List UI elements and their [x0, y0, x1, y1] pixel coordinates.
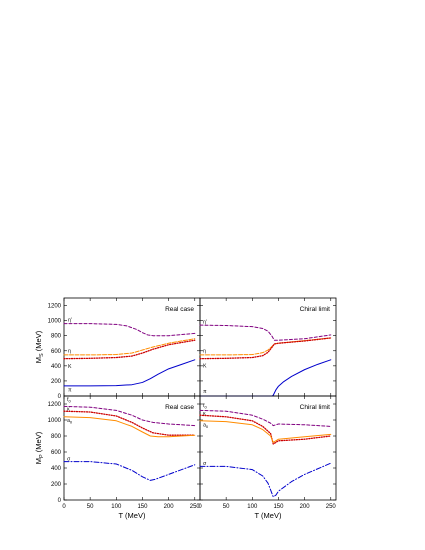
series-line-η′	[199, 324, 332, 341]
panel-annotation: Real case	[165, 306, 194, 313]
series-line-π	[199, 359, 332, 397]
curve-label: σ	[67, 456, 71, 462]
curve-label-text: f	[203, 403, 205, 409]
curve-label: η	[203, 349, 206, 355]
y-tick-label: 1200	[48, 402, 62, 408]
curve-label: π	[68, 387, 72, 393]
curve-label-subscript: 0	[205, 405, 208, 410]
y-tick-label: 400	[51, 364, 62, 370]
x-tick-label: 0	[62, 504, 66, 510]
y-axis-label: MS (MeV)	[34, 330, 45, 363]
curve-label: σ	[203, 461, 207, 467]
panel-annotation: Real case	[165, 404, 194, 411]
curve-label: π	[203, 389, 207, 395]
curve-label-text: a	[203, 422, 206, 428]
y-axis-label-sub: S	[39, 353, 45, 357]
y-tick-label: 600	[51, 450, 62, 456]
curve-label: κ	[67, 406, 70, 412]
x-axis-label: T (MeV)	[255, 511, 282, 520]
curve-label-text: κ	[203, 411, 206, 417]
series-line-f0	[63, 405, 196, 427]
curve-label-text: π	[203, 389, 207, 395]
curve-label: η′	[203, 320, 207, 326]
series-line-K	[199, 337, 332, 360]
panel-top-right: η′ η Kπ Chiral limit	[199, 297, 337, 397]
curve-label-text: η′	[68, 317, 72, 323]
y-axis-label-unit: (MeV)	[34, 431, 43, 454]
y-axis-label: MP (MeV)	[34, 431, 45, 464]
x-tick-label: 150	[273, 504, 284, 510]
curve-label: K	[68, 364, 72, 370]
panel-top-left: 0 200 400 600 800 1000 1200 η′ η Kπ Real case MS (M…	[34, 297, 201, 400]
curve-label-text: π	[68, 387, 72, 393]
series-line-η	[199, 337, 332, 356]
x-tick-label: 250	[190, 504, 201, 510]
panel-annotation: Chiral limit	[300, 306, 331, 313]
y-tick-label: 600	[51, 349, 62, 355]
curve-label-text: a	[67, 418, 70, 424]
series-line-K	[63, 339, 196, 360]
panel-frame	[199, 395, 337, 501]
series-line-π	[63, 359, 196, 387]
curve-label-text: η′	[203, 320, 207, 326]
x-tick-label: 50	[223, 504, 230, 510]
curve-label-text: σ	[67, 456, 71, 462]
x-axis-label: T (MeV)	[119, 511, 146, 520]
curve-label: f0	[67, 397, 71, 404]
x-tick-label: 50	[87, 504, 94, 510]
y-tick-label: 1000	[48, 319, 62, 325]
y-tick-label: 0	[58, 394, 62, 400]
x-tick-label: 150	[137, 504, 148, 510]
curve-label-subscript: 0	[206, 424, 209, 429]
y-tick-label: 1200	[48, 304, 62, 310]
series-line-σ	[63, 461, 196, 481]
x-tick-label: 0	[198, 504, 202, 510]
curve-label-subscript: 0	[70, 420, 73, 425]
curve-label-text: K	[68, 364, 72, 370]
series-line-a0	[63, 416, 196, 438]
y-tick-label: 1000	[48, 418, 62, 424]
series-line-f0	[199, 409, 332, 427]
curve-label: a0	[203, 422, 209, 429]
curve-label-text: f	[67, 397, 69, 403]
y-axis-label-main: M	[34, 357, 43, 363]
curve-label: a0	[67, 418, 73, 425]
y-axis-label-main: M	[34, 458, 43, 464]
x-tick-label: 100	[247, 504, 258, 510]
curve-label-text: κ	[67, 406, 70, 412]
x-tick-label: 100	[111, 504, 122, 510]
series-line-a0	[199, 420, 332, 443]
y-axis-label-sub: P	[39, 454, 45, 458]
y-axis-label-unit: (MeV)	[34, 330, 43, 353]
x-tick-label: 250	[326, 504, 337, 510]
series-line-η′	[63, 323, 196, 337]
series-line-η	[63, 338, 196, 356]
curve-label-text: η	[203, 349, 206, 355]
y-tick-label: 200	[51, 482, 62, 488]
curve-label: K	[203, 363, 207, 369]
y-tick-label: 200	[51, 379, 62, 385]
curve-label: f0	[203, 403, 207, 410]
curve-label-text: η	[68, 349, 71, 355]
curve-label: η′	[68, 317, 72, 323]
series-line-κ	[63, 410, 196, 436]
curve-label-subscript: 0	[69, 399, 72, 404]
series-line-κ	[199, 414, 332, 445]
curve-label: κ	[203, 411, 206, 417]
y-tick-label: 800	[51, 434, 62, 440]
curve-label: η	[68, 349, 71, 355]
curve-label-text: σ	[203, 461, 207, 467]
x-tick-label: 200	[300, 504, 311, 510]
y-tick-label: 400	[51, 466, 62, 472]
x-tick-label: 200	[164, 504, 175, 510]
curve-label-text: K	[203, 363, 207, 369]
panel-annotation: Chiral limit	[300, 404, 331, 411]
series-line-σ	[199, 462, 332, 498]
y-tick-label: 0	[58, 498, 62, 504]
y-tick-label: 800	[51, 334, 62, 340]
